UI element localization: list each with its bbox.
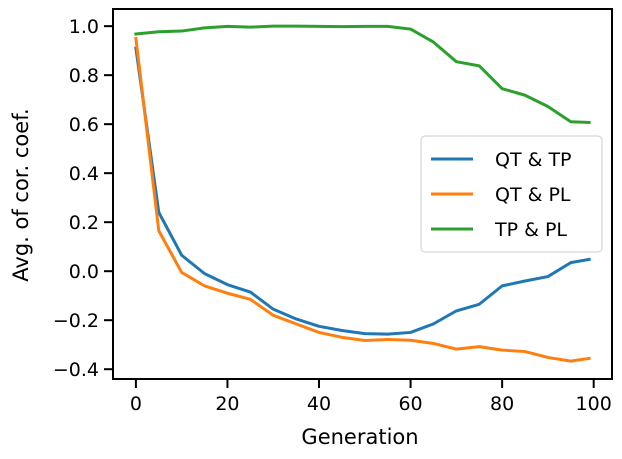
x-tick-label: 60 [398, 393, 422, 415]
y-axis-label: Avg. of cor. coef. [9, 108, 33, 281]
legend: QT & TP QT & PL TP & PL [420, 135, 603, 253]
y-tick-label: 0.0 [69, 261, 99, 283]
x-tick-label: 80 [490, 393, 514, 415]
y-tick-label: 0.8 [69, 65, 99, 87]
y-tick-label: 1.0 [69, 16, 99, 38]
legend-label: QT & PL [495, 184, 571, 206]
legend-box [420, 135, 603, 253]
plot-frame [112, 8, 613, 380]
x-axis-label: Generation [301, 425, 418, 449]
y-tick-label: 0.6 [69, 114, 99, 136]
y-tick-label: −0.2 [53, 310, 99, 332]
legend-label: QT & TP [495, 149, 572, 171]
y-tick-label: −0.4 [53, 359, 99, 381]
series-line-2 [134, 36, 591, 363]
x-tick-label: 20 [215, 393, 239, 415]
x-axis: 0 20 40 60 80 100 [130, 379, 612, 415]
y-tick-label: 0.2 [69, 212, 99, 234]
plot-lines [134, 24, 591, 363]
x-tick-label: 40 [307, 393, 331, 415]
x-tick-label: 100 [576, 393, 612, 415]
y-axis: −0.4 −0.2 0.0 0.2 0.4 0.6 0.8 1.0 [53, 16, 113, 381]
y-tick-label: 0.4 [69, 163, 99, 185]
legend-label: TP & PL [494, 219, 567, 241]
series-line-1 [134, 46, 591, 336]
x-tick-label: 0 [130, 393, 142, 415]
series-line-3 [134, 24, 591, 125]
